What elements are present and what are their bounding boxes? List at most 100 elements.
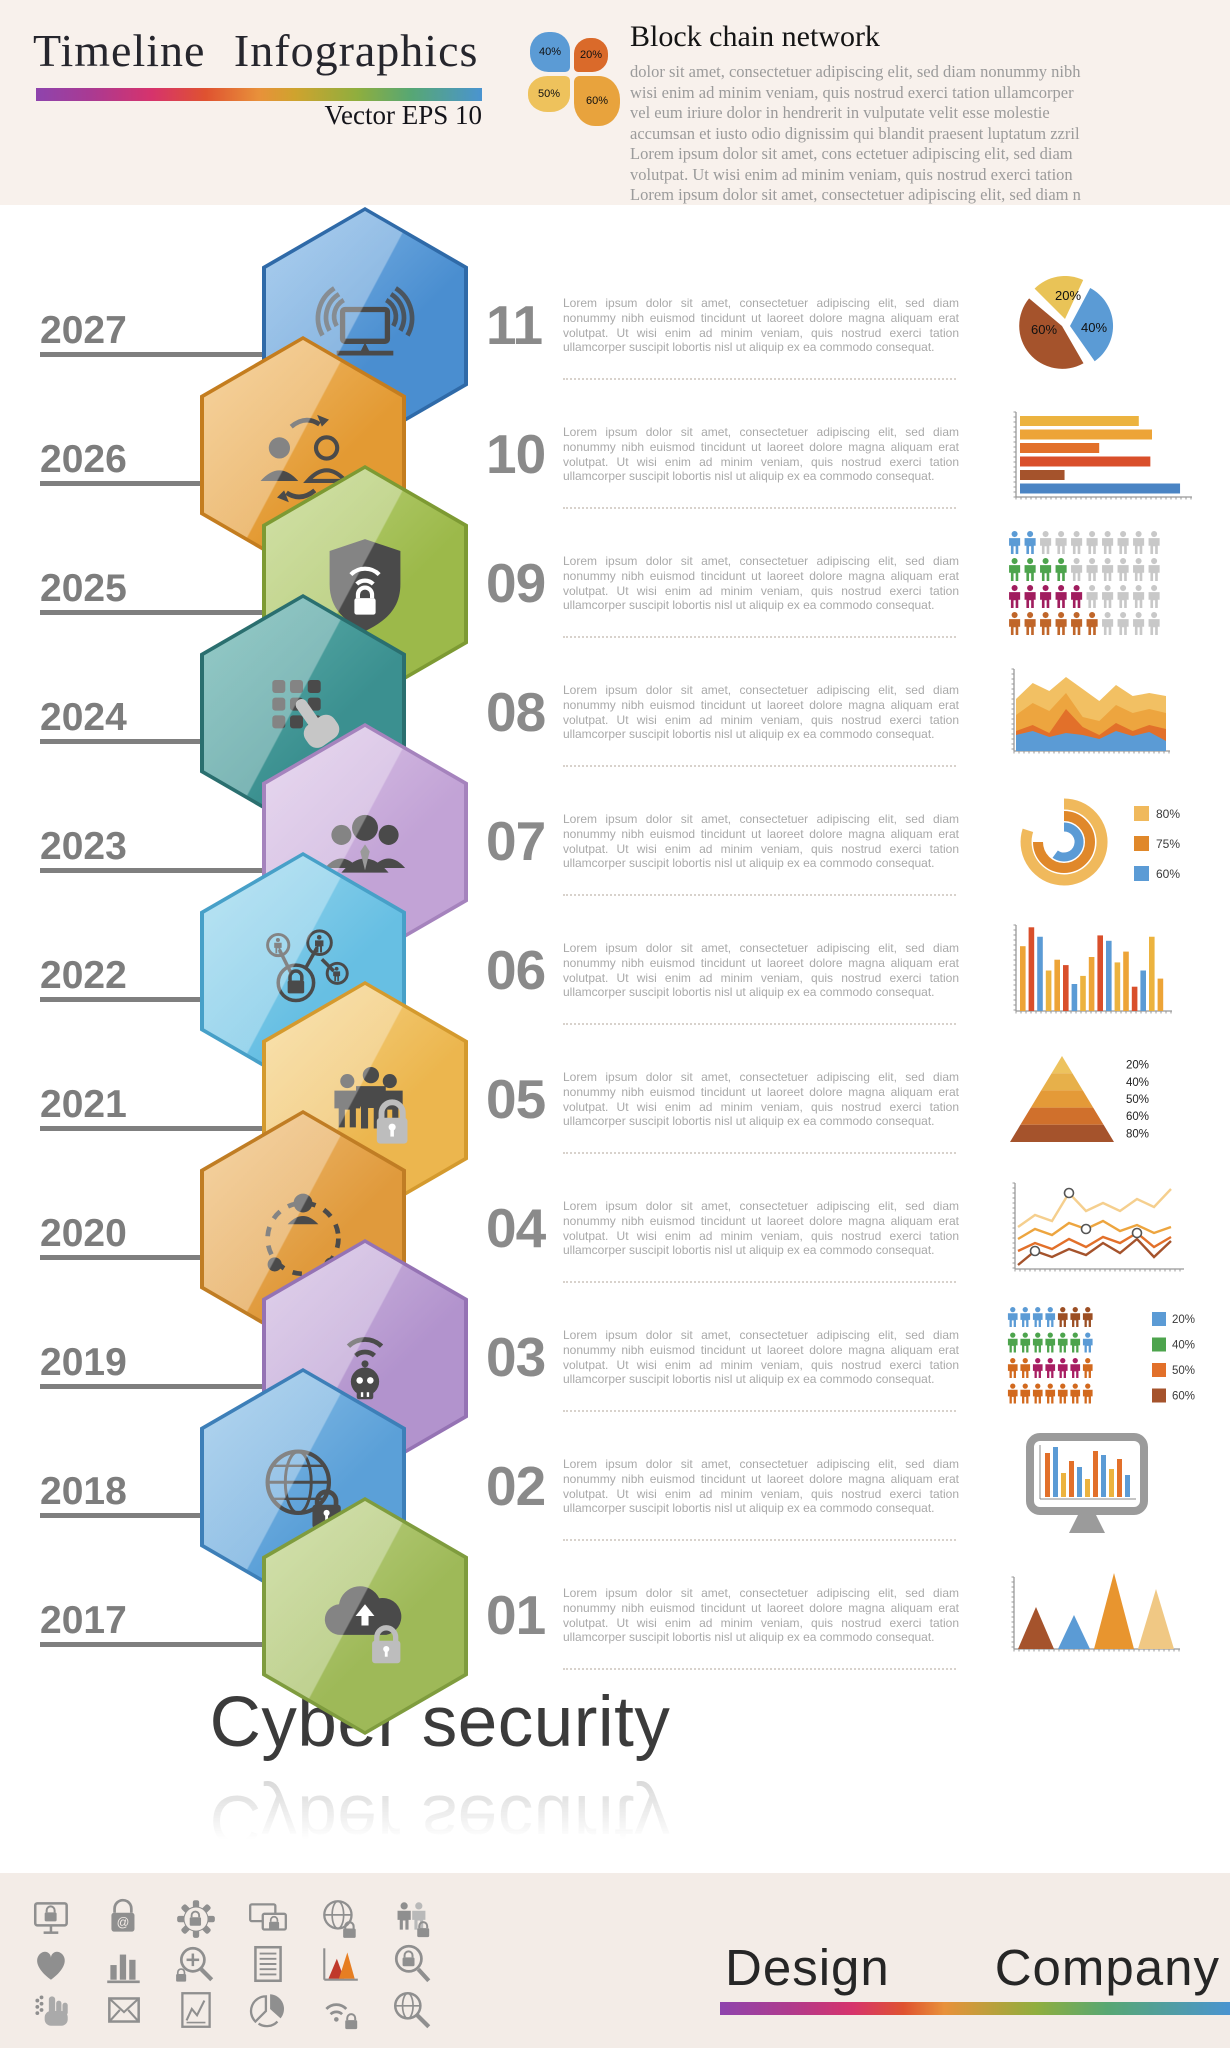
envelope-icon-slot (102, 1988, 146, 2032)
wifi-monitor-icon (315, 286, 415, 356)
svg-text:40%: 40% (1126, 1077, 1149, 1089)
keypad-hand-icon (272, 679, 340, 748)
row-text-08: Lorem ipsum dolor sit amet, consectetuer… (563, 683, 959, 742)
svg-text:75%: 75% (1156, 837, 1180, 851)
row-separator (563, 1410, 956, 1412)
search-lock-icon (394, 1944, 431, 1983)
touch-hand-icon (35, 1995, 68, 2026)
year-label-2026: 2026 (40, 438, 127, 481)
hexagon-face-2018 (204, 1372, 402, 1602)
company-name: Design Company (725, 1938, 1220, 1997)
row-text-09: Lorem ipsum dolor sit amet, consectetuer… (563, 554, 959, 613)
svg-text:80%: 80% (1126, 1128, 1149, 1140)
year-underline-2020 (40, 1255, 352, 1260)
envelope-icon (108, 1997, 140, 2023)
wifi-lock-icon (325, 2003, 358, 2030)
radial-chart: 80% 75% 60% (1020, 798, 1180, 886)
row-number-01: 01 (486, 1584, 546, 1646)
row-number-08: 08 (486, 681, 546, 743)
year-underline-2019 (40, 1384, 352, 1389)
svg-text:60%: 60% (1031, 322, 1057, 337)
intro-line: Lorem ipsum dolor sit amet, consectetuer… (630, 185, 1081, 204)
globe-lock-icon-slot (318, 1896, 362, 1940)
network-lock-icon (266, 929, 349, 1003)
svg-text:60%: 60% (1126, 1111, 1149, 1123)
hexagon-2017 (262, 1497, 468, 1735)
year-underline-2026 (40, 481, 352, 486)
line-chart (1012, 1182, 1184, 1271)
row-chart-04 (1002, 1164, 1230, 1294)
year-label-2020: 2020 (40, 1212, 127, 1255)
row-chart-06 (1002, 906, 1230, 1036)
people-group-icon (324, 814, 406, 873)
year-label-2021: 2021 (40, 1083, 127, 1126)
report-chart-icon-slot (174, 1988, 218, 2032)
row-separator (563, 636, 956, 638)
row-separator (563, 507, 956, 509)
row-chart-11: 20% 40% 60% (1002, 261, 1230, 391)
row-chart-08 (1002, 648, 1230, 778)
row-chart-09 (1002, 519, 1230, 649)
page-title: Timeline Infographics (33, 25, 479, 76)
wifi-skull-icon (346, 1337, 384, 1400)
row-number-10: 10 (486, 423, 546, 485)
globe-search-icon-slot (390, 1988, 434, 2032)
people-lock-icon-slot (390, 1896, 434, 1940)
row-text-07: Lorem ipsum dolor sit amet, consectetuer… (563, 812, 959, 871)
hexagon-face-2017 (266, 1501, 464, 1731)
heart-icon-slot (30, 1942, 74, 1986)
row-text-04: Lorem ipsum dolor sit amet, consectetuer… (563, 1199, 959, 1258)
search-plus-lock-icon (176, 1946, 214, 1982)
globe-lock-icon (323, 1900, 356, 1938)
petal-20%: 20% (574, 38, 608, 72)
row-chart-01 (1002, 1551, 1230, 1681)
year-label-2017: 2017 (40, 1599, 127, 1642)
row-number-03: 03 (486, 1326, 546, 1388)
svg-text:50%: 50% (1172, 1365, 1195, 1377)
search-plus-lock-icon-slot (174, 1942, 218, 1986)
row-separator (563, 1281, 956, 1283)
padlock-email-icon: @ (111, 1898, 135, 1932)
svg-text:40%: 40% (1172, 1340, 1195, 1352)
globe-search-icon (393, 1991, 431, 2029)
gear-lock-icon-slot (174, 1896, 218, 1940)
company-word-company: Company (994, 1939, 1220, 1996)
mountain-chart-icon (323, 1948, 358, 1981)
svg-text:@: @ (117, 1915, 130, 1929)
pictograph-legend-chart: 20% 40% 50% 60% (1007, 1307, 1195, 1404)
petal-60%: 60% (574, 76, 620, 126)
intro-line: wisi enim ad minim veniam, quis nostrud … (630, 82, 1074, 102)
page-subtitle: Vector EPS 10 (324, 100, 483, 130)
gear-lock-icon (177, 1900, 215, 1938)
year-label-2023: 2023 (40, 825, 127, 868)
row-text-02: Lorem ipsum dolor sit amet, consectetuer… (563, 1457, 959, 1516)
document-icon-slot (246, 1942, 290, 1986)
svg-text:20%: 20% (1172, 1314, 1195, 1326)
bar-chart-icon-slot (102, 1942, 146, 1986)
year-underline-2025 (40, 610, 352, 615)
monitor-lock-icon (33, 1902, 68, 1934)
row-separator (563, 1539, 956, 1541)
row-number-06: 06 (486, 939, 546, 1001)
search-lock-icon-slot (390, 1942, 434, 1986)
row-number-02: 02 (486, 1455, 546, 1517)
heart-icon (37, 1951, 65, 1980)
row-text-01: Lorem ipsum dolor sit amet, consectetuer… (563, 1586, 959, 1645)
svg-text:60%: 60% (1156, 867, 1180, 881)
cloud-lock-icon (324, 1586, 402, 1664)
bar-chart-icon (107, 1954, 140, 1984)
row-chart-02 (1002, 1422, 1230, 1552)
year-underline-2022 (40, 997, 352, 1002)
year-underline-2021 (40, 1126, 352, 1131)
row-number-07: 07 (486, 810, 546, 872)
pie-chart-icon (249, 1994, 285, 2028)
svg-text:60%: 60% (1172, 1391, 1195, 1403)
people-lock-icon (334, 1066, 408, 1144)
padlock-email-icon-slot: @ (102, 1896, 146, 1940)
pie-chart-icon-slot (246, 1988, 290, 2032)
intro-line: accumsan et iusto odio dignissim qui bla… (630, 123, 1080, 143)
row-separator (563, 1023, 956, 1025)
row-number-09: 09 (486, 552, 546, 614)
row-text-11: Lorem ipsum dolor sit amet, consectetuer… (563, 296, 959, 355)
